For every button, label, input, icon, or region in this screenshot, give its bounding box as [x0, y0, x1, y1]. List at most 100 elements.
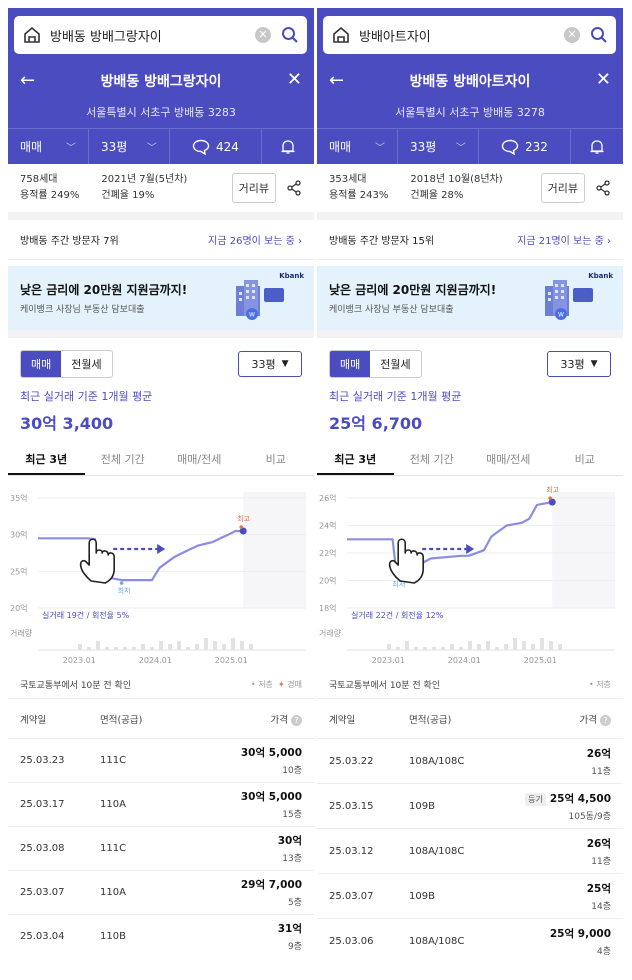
- tab-compare[interactable]: 비교: [265, 453, 286, 466]
- comments-button[interactable]: 232: [479, 129, 572, 164]
- share-icon[interactable]: [595, 180, 611, 196]
- volume-bar: [213, 641, 217, 650]
- deal-date: 25.03.07: [329, 890, 374, 902]
- deal-date: 25.03.15: [329, 800, 374, 812]
- notification-button[interactable]: [571, 129, 623, 164]
- volume-bar: [123, 647, 127, 650]
- trade-type-dropdown[interactable]: 매매 ﹀: [317, 129, 398, 164]
- deal-area: 108A/108C: [409, 755, 465, 767]
- section-divider: [317, 330, 623, 338]
- help-icon[interactable]: ?: [291, 714, 302, 726]
- table-row[interactable]: 25.03.04 110B 31억 9층: [8, 914, 314, 958]
- tab-recent-3y[interactable]: 최근 3년: [8, 446, 85, 475]
- caret-down-icon: ▼: [590, 359, 598, 369]
- ad-banner[interactable]: 낮은 금리에 20만원 지원금까지! 케이뱅크 사장님 부동산 담보대출 W K…: [8, 266, 314, 330]
- deal-area: 111C: [100, 843, 127, 854]
- volume-bar: [531, 644, 535, 650]
- table-row[interactable]: 25.03.17 110A 30억 5,000 15층: [8, 782, 314, 826]
- deal-area: 109B: [409, 800, 435, 812]
- tab-trade-rent[interactable]: 매매/전세: [486, 453, 531, 466]
- search-input[interactable]: 방배동 방배그랑자이: [50, 29, 162, 45]
- close-icon[interactable]: ✕: [595, 69, 611, 90]
- table-row[interactable]: 25.03.06 108A/108C 25억 9,000 4층: [317, 918, 623, 963]
- close-icon[interactable]: ✕: [286, 69, 302, 90]
- hand-pointer-icon: [79, 538, 115, 584]
- search-input[interactable]: 방배아트자이: [359, 29, 431, 45]
- comments-button[interactable]: 424: [170, 129, 263, 164]
- households: 758세대: [20, 174, 58, 185]
- ad-banner[interactable]: 낮은 금리에 20만원 지원금까지! 케이뱅크 사장님 부동산 담보대출 W K…: [317, 266, 623, 330]
- table-row[interactable]: 25.03.15 109B 등기 25억 4,500 105동/9층: [317, 783, 623, 828]
- table-row[interactable]: 25.03.08 111C 30억 13층: [8, 826, 314, 870]
- bank-building-illustration: W: [545, 280, 593, 320]
- back-arrow-icon[interactable]: ←: [20, 70, 36, 91]
- size-label: 33평: [100, 140, 128, 154]
- street-view-button[interactable]: 거리뷰: [231, 173, 276, 203]
- volume-bar: [96, 641, 100, 650]
- rent-tab[interactable]: 전월세: [71, 358, 102, 371]
- deal-floor: 11층: [591, 766, 611, 777]
- min-label: 최저: [392, 580, 405, 589]
- tab-recent-3y[interactable]: 최근 3년: [317, 446, 394, 475]
- size-dropdown[interactable]: 33평 ﹀: [89, 129, 170, 164]
- tab-compare[interactable]: 비교: [574, 453, 595, 466]
- max-marker: [548, 496, 552, 500]
- size-select[interactable]: 33평 ▼: [238, 351, 302, 377]
- size-dropdown[interactable]: 33평 ﹀: [398, 129, 479, 164]
- search-bar[interactable]: 방배동 방배그랑자이 ✕: [14, 16, 307, 54]
- svg-text:W: W: [558, 312, 564, 319]
- price-chart[interactable]: 35억 30억 25억 20억 최고 최저 실거래 19건 / 회전율 5% 거래량 2023.…: [8, 476, 314, 672]
- deal-price-line: 25억: [587, 881, 611, 896]
- deal-price-line: 등기 25억 4,500: [525, 791, 611, 806]
- apartment-title: 방배동 방배그랑자이: [100, 74, 222, 90]
- drag-hint-arrowhead: [157, 544, 166, 554]
- table-row[interactable]: 25.03.07 110A 29억 7,000 5층: [8, 870, 314, 914]
- trade-tab[interactable]: 매매: [21, 351, 62, 377]
- deal-price: 29억 7,000: [240, 879, 302, 891]
- visitor-rank-bar[interactable]: 방배동 주간 방문자 15위 지금 21명이 보는 중 ›: [317, 220, 623, 260]
- tab-all-period[interactable]: 전체 기간: [100, 453, 145, 466]
- average-price: 30억 3,400: [20, 414, 114, 433]
- x-tick-label: 2023.01: [372, 656, 405, 665]
- price-chart[interactable]: 26억 24억 22억 20억 18억 최고 최저 실거래 22건 / 회전율 12% 거래량 2…: [317, 476, 623, 672]
- banner-title: 낮은 금리에 20만원 지원금까지!: [20, 283, 188, 297]
- share-icon[interactable]: [286, 180, 302, 196]
- table-row[interactable]: 25.03.12 108A/108C 26억 11층: [317, 828, 623, 873]
- table-row[interactable]: 25.03.23 111C 30억 5,000 10층: [8, 738, 314, 782]
- table-row[interactable]: 25.03.07 109B 25억 14층: [317, 873, 623, 918]
- left-apartment-panel: 방배동 방배그랑자이 ✕ ← 방배동 방배그랑자이 ✕ 서울특별시 서초구 방배…: [8, 8, 314, 976]
- size-label: 33평: [409, 140, 437, 154]
- trade-type-dropdown[interactable]: 매매 ﹀: [8, 129, 89, 164]
- volume-bar: [231, 638, 235, 650]
- table-row[interactable]: 25.03.22 108A/108C 26억 11층: [317, 738, 623, 783]
- help-icon[interactable]: ?: [600, 714, 611, 726]
- size-select[interactable]: 33평 ▼: [547, 351, 611, 377]
- tab-trade-rent[interactable]: 매매/전세: [177, 453, 222, 466]
- deal-price-line: 26억: [587, 746, 611, 761]
- clear-icon[interactable]: ✕: [255, 27, 271, 43]
- search-icon[interactable]: [590, 26, 608, 44]
- back-arrow-icon[interactable]: ←: [329, 70, 345, 91]
- households: 353세대: [329, 174, 367, 185]
- volume-bar: [177, 641, 181, 650]
- col-price-label: 가격: [270, 714, 288, 726]
- street-view-button[interactable]: 거리뷰: [540, 173, 585, 203]
- notification-button[interactable]: [262, 129, 314, 164]
- clear-icon[interactable]: ✕: [564, 27, 580, 43]
- trade-tab[interactable]: 매매: [330, 351, 371, 377]
- rent-tab[interactable]: 전월세: [380, 358, 411, 371]
- y-tick-label: 18억: [319, 603, 337, 613]
- size-select-value: 33평: [251, 358, 276, 371]
- max-label: 최고: [237, 514, 250, 523]
- y-tick-label: 22억: [319, 548, 337, 558]
- search-bar[interactable]: 방배아트자이 ✕: [323, 16, 616, 54]
- deal-area: 109B: [409, 890, 435, 902]
- x-tick-label: 2023.01: [63, 656, 96, 665]
- tab-all-period[interactable]: 전체 기간: [409, 453, 454, 466]
- search-icon[interactable]: [281, 26, 299, 44]
- visitor-rank-bar[interactable]: 방배동 주간 방문자 7위 지금 26명이 보는 중 ›: [8, 220, 314, 260]
- deal-price-line: 30억 5,000: [241, 745, 302, 760]
- drag-hint-arrowhead: [466, 544, 475, 554]
